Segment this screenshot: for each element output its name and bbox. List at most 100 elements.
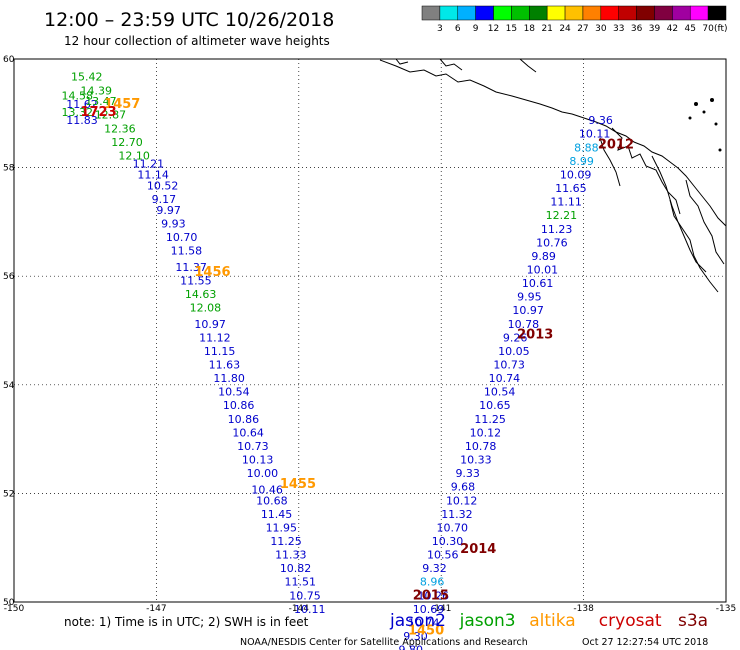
data-label-s3a: 2013 xyxy=(517,328,553,343)
chart-subtitle: 12 hour collection of altimeter wave hei… xyxy=(64,34,330,48)
data-label-jason3: 14.39 xyxy=(80,84,112,97)
color-swatch xyxy=(529,5,548,21)
data-label-jason2: 11.11 xyxy=(550,196,582,209)
color-scale-tick: 36 xyxy=(631,24,643,34)
legend-jason3: jason3 xyxy=(459,611,516,631)
color-scale-tick: 3 xyxy=(437,24,443,34)
data-label-jason2: 10.68 xyxy=(256,494,288,507)
color-scale-tick: 42 xyxy=(667,24,678,34)
color-swatch xyxy=(689,5,709,21)
color-swatch xyxy=(564,5,584,21)
data-label-jason2: 10.74 xyxy=(408,616,440,629)
data-label-jason2: 10.82 xyxy=(280,562,312,575)
data-label-jason2: 10.64 xyxy=(232,426,264,439)
data-label-jason2: 10.09 xyxy=(560,168,592,181)
color-swatch xyxy=(672,5,691,21)
land-fill xyxy=(688,98,722,152)
footer-credit: NOAA/NESDIS Center for Satellite Applica… xyxy=(240,637,528,648)
data-label-jason2: 10.13 xyxy=(242,454,274,467)
data-label-jason2: 9.17 xyxy=(152,193,177,206)
legend-altika: altika xyxy=(529,611,576,631)
data-label-jason2: 9.97 xyxy=(156,204,181,217)
color-swatch xyxy=(582,5,602,21)
map-frame xyxy=(13,58,727,603)
footer-timestamp: Oct 27 12:27:54 UTC 2018 xyxy=(582,637,708,648)
data-label-jason3: 12.36 xyxy=(104,122,136,135)
color-swatch xyxy=(493,5,512,21)
x-tick-label: -150 xyxy=(4,604,25,614)
data-label-jason2: 10.75 xyxy=(289,589,321,602)
lat-lon-grid xyxy=(14,59,726,602)
data-label-jason2: 9.89 xyxy=(531,250,556,263)
data-label-jason2: 10.52 xyxy=(147,179,179,192)
data-label-jason2: 10.73 xyxy=(237,440,268,453)
data-label-jason2: 11.21 xyxy=(133,158,165,171)
data-label-jason2: 10.54 xyxy=(218,386,250,399)
color-scale-tick: 15 xyxy=(506,24,517,34)
data-label-jason2: 10.97 xyxy=(512,304,544,317)
data-label-jason2: 11.23 xyxy=(541,223,573,236)
data-label-jason2: 9.26 xyxy=(503,331,528,344)
data-label-jason2: 9.33 xyxy=(455,467,480,480)
y-tick-label: 54 xyxy=(3,381,15,391)
data-label-jason2: 9.80 xyxy=(398,644,423,650)
data-label-jason2: 10.46 xyxy=(251,483,282,496)
data-label-jason2: 10.11 xyxy=(294,603,326,616)
y-axis-ticks: 50 52 54 56 58 60 xyxy=(3,55,15,608)
color-swatch xyxy=(636,5,655,21)
x-tick-label: -135 xyxy=(716,604,736,614)
data-label-altika: 1456 xyxy=(194,265,230,280)
data-label-s3a: 2015 xyxy=(413,588,449,603)
chart-title: 12:00 – 23:59 UTC 10/26/2018 xyxy=(44,9,334,31)
data-label-jason2: 11.83 xyxy=(66,114,98,127)
data-label-jason2: 10.65 xyxy=(479,399,511,412)
x-axis-ticks: -150 -147 -144 -141 -138 -135 xyxy=(4,604,736,614)
x-tick-label: -138 xyxy=(573,604,594,614)
color-scale-tick: 45 xyxy=(685,24,696,34)
data-label-jason2: 10.11 xyxy=(579,128,611,141)
x-tick-label: -141 xyxy=(431,604,451,614)
data-label-jason2: 10.73 xyxy=(493,359,525,372)
satellite-legend: jason2 jason3 altika cryosat s3a xyxy=(389,611,708,631)
data-label-jason3: 15.42 xyxy=(71,71,103,84)
color-scale-tick: 9 xyxy=(473,24,479,34)
data-label-jason2: 11.37 xyxy=(175,261,207,274)
data-label-jason2: 10.86 xyxy=(223,399,255,412)
data-label-jason2: 10.54 xyxy=(484,386,516,399)
data-label-jason2: 10.00 xyxy=(247,467,279,480)
data-label-jason3: 12.08 xyxy=(190,301,222,314)
x-tick-label: -144 xyxy=(289,604,310,614)
data-label-jason2: 10.01 xyxy=(527,263,559,276)
data-label-jason2: 11.15 xyxy=(204,345,236,358)
data-label-jason2: 10.33 xyxy=(460,454,492,467)
data-label-jason2: 10.30 xyxy=(432,535,464,548)
color-scale-tick: 6 xyxy=(455,24,461,34)
color-scale-tick: 33 xyxy=(613,24,624,34)
data-label-jason2: 11.32 xyxy=(441,508,473,521)
data-label-jason2: 11.63 xyxy=(209,359,241,372)
data-label-jason2: 10.76 xyxy=(536,236,568,249)
data-label-jason2: 11.33 xyxy=(275,549,307,562)
legend-s3a: s3a xyxy=(678,611,708,631)
data-label-jason3: 14.63 xyxy=(185,288,217,301)
color-swatch xyxy=(707,5,727,21)
coastline xyxy=(379,58,727,293)
color-scale-tick: 12 xyxy=(488,24,499,34)
color-swatch xyxy=(600,5,619,21)
data-label-jason2: 11.62 xyxy=(66,98,98,111)
data-label-jason2: 10.78 xyxy=(465,440,497,453)
data-label-jason2: 11.95 xyxy=(266,521,298,534)
y-tick-label: 60 xyxy=(3,55,15,65)
data-label-jason3: 12.87 xyxy=(95,109,127,122)
data-label-jason2: 9.93 xyxy=(161,217,186,230)
data-label-cryosat: 1723 xyxy=(80,105,116,120)
data-label-other: 8.88 xyxy=(574,141,599,154)
data-label-jason3: 13.47 xyxy=(85,95,117,108)
data-label-jason2: 11.14 xyxy=(137,168,169,181)
data-label-jason2: 10.74 xyxy=(489,372,520,385)
y-tick-label: 52 xyxy=(3,489,14,499)
data-label-altika: 1457 xyxy=(104,97,140,112)
data-label-jason3: 13.32 xyxy=(61,106,93,119)
data-label-jason2: 11.55 xyxy=(180,274,212,287)
data-label-jason2: 10.26 xyxy=(417,589,449,602)
